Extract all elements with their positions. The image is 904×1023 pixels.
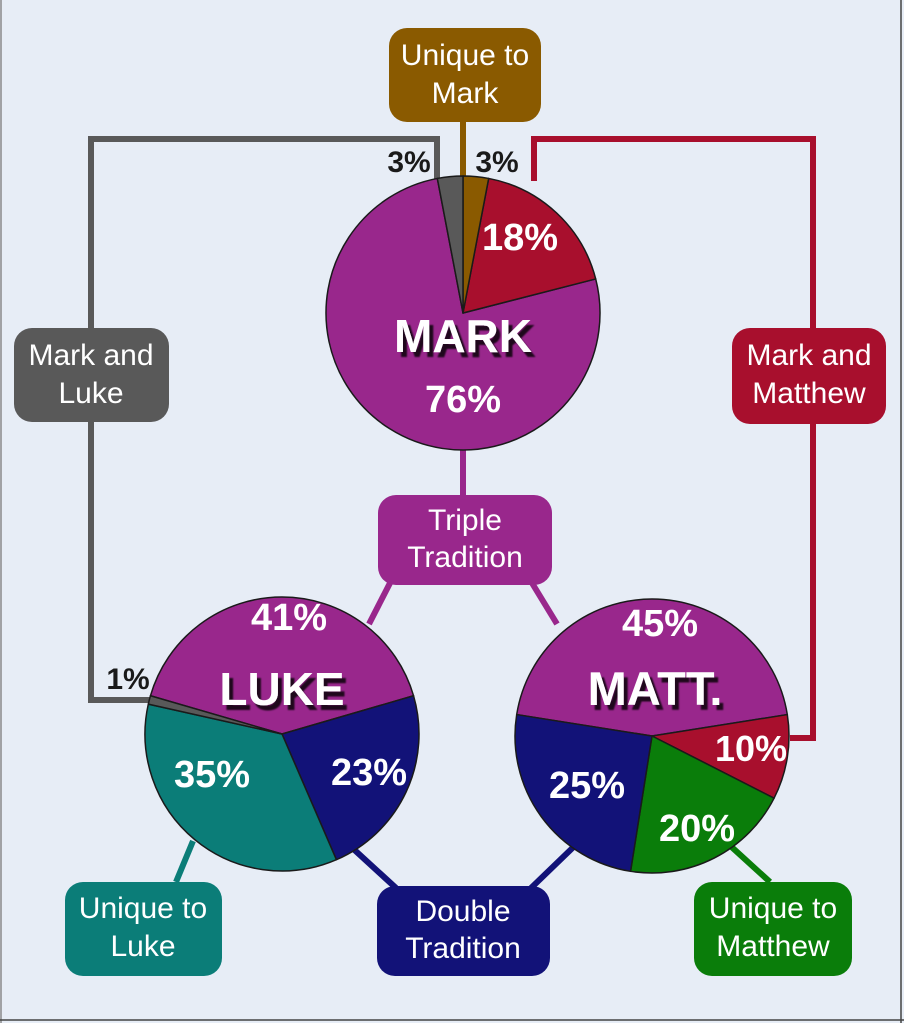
svg-text:Mark and: Mark and	[746, 339, 871, 372]
svg-text:76%: 76%	[425, 379, 501, 421]
svg-text:Double: Double	[415, 895, 510, 928]
svg-text:Luke: Luke	[58, 377, 123, 410]
svg-text:Mark and: Mark and	[28, 339, 153, 372]
svg-text:Unique to: Unique to	[79, 892, 207, 925]
svg-text:Mark: Mark	[432, 77, 500, 110]
svg-text:Tradition: Tradition	[407, 541, 523, 574]
svg-text:MATT.: MATT.	[588, 662, 723, 715]
svg-text:3%: 3%	[387, 146, 430, 179]
svg-text:23%: 23%	[331, 752, 407, 794]
svg-text:1%: 1%	[106, 663, 149, 696]
svg-text:Luke: Luke	[110, 930, 175, 963]
svg-text:45%: 45%	[622, 603, 698, 645]
svg-text:LUKE: LUKE	[219, 663, 344, 715]
svg-text:Unique to: Unique to	[709, 892, 837, 925]
svg-text:25%: 25%	[549, 765, 625, 807]
svg-text:10%: 10%	[715, 728, 787, 769]
svg-text:Tradition: Tradition	[405, 932, 521, 965]
svg-text:Matthew: Matthew	[716, 930, 830, 963]
svg-text:MARK: MARK	[394, 310, 532, 362]
svg-text:41%: 41%	[251, 597, 327, 639]
svg-text:20%: 20%	[659, 808, 735, 850]
svg-text:Unique to: Unique to	[401, 39, 529, 72]
svg-text:3%: 3%	[475, 146, 518, 179]
svg-text:Matthew: Matthew	[752, 377, 866, 410]
svg-text:18%: 18%	[482, 217, 558, 259]
svg-text:35%: 35%	[174, 754, 250, 796]
svg-text:Triple: Triple	[428, 504, 502, 537]
